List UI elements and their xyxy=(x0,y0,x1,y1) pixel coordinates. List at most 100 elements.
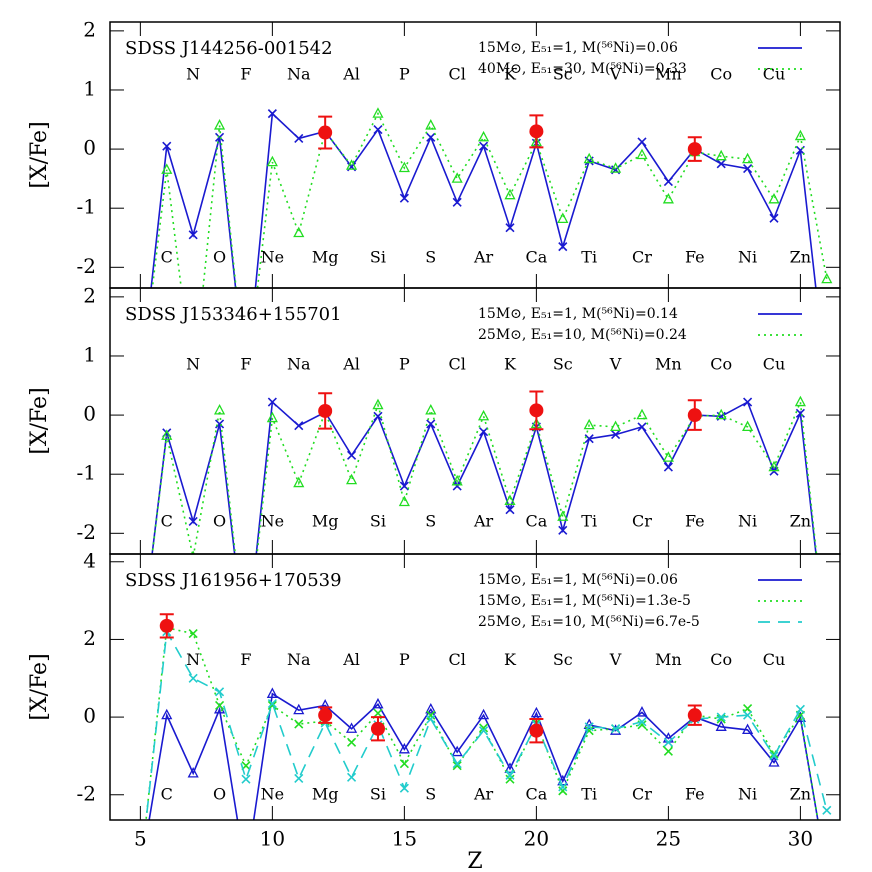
element-label: Mg xyxy=(312,784,339,803)
x-tick-label: 25 xyxy=(656,827,681,851)
panel-title: SDSS J161956+170539 xyxy=(125,570,342,591)
x-tick-label: 5 xyxy=(134,827,147,851)
x-tick-label: 15 xyxy=(392,827,417,851)
element-label: Cr xyxy=(632,247,652,266)
marker xyxy=(345,159,358,170)
element-label: N xyxy=(186,650,200,669)
marker xyxy=(716,159,726,169)
marker xyxy=(136,868,144,872)
marker xyxy=(823,382,831,390)
element-label: Mg xyxy=(312,247,339,266)
marker xyxy=(584,722,594,732)
element-label: Sc xyxy=(553,650,573,669)
element-label: N xyxy=(186,355,200,374)
marker xyxy=(530,706,542,718)
marker xyxy=(768,192,780,204)
element-label: Co xyxy=(710,65,732,84)
marker xyxy=(345,722,358,733)
marker xyxy=(451,745,463,757)
element-label: Cr xyxy=(632,512,652,531)
legend-label: 15M⊙, E₅₁=1, M(⁵⁶Ni)=0.14 xyxy=(478,306,678,322)
marker xyxy=(478,130,490,142)
marker xyxy=(215,419,225,429)
observed-point xyxy=(529,723,544,738)
marker xyxy=(161,163,173,174)
element-label: Cl xyxy=(448,65,465,84)
element-label: Sc xyxy=(553,355,573,374)
marker xyxy=(452,197,462,207)
element-label: Na xyxy=(287,650,311,669)
observed-point xyxy=(687,408,702,423)
marker xyxy=(611,430,621,440)
marker xyxy=(425,119,437,130)
marker xyxy=(742,152,754,164)
element-label: Mg xyxy=(312,512,339,531)
marker xyxy=(425,403,437,415)
marker xyxy=(823,648,831,656)
element-label: V xyxy=(609,355,622,374)
marker xyxy=(187,767,199,778)
marker xyxy=(347,772,357,782)
element-label: F xyxy=(240,650,251,669)
element-label: Si xyxy=(370,784,386,803)
marker xyxy=(345,473,358,485)
marker xyxy=(373,708,383,718)
marker xyxy=(663,746,673,756)
element-label: O xyxy=(213,512,226,531)
marker xyxy=(715,720,727,731)
marker xyxy=(822,867,831,872)
y-tick-label: -2 xyxy=(77,520,96,544)
marker xyxy=(426,714,436,724)
y-tick-label: 0 xyxy=(83,704,96,728)
plot-area xyxy=(136,107,833,390)
legend-label: 40M⊙, E₅₁=30, M(⁵⁶Ni)=0.33 xyxy=(478,61,687,77)
marker xyxy=(241,867,250,872)
element-label: O xyxy=(213,784,226,803)
marker xyxy=(557,510,569,521)
series-line xyxy=(145,629,828,820)
marker xyxy=(794,395,806,407)
marker xyxy=(823,868,831,872)
marker xyxy=(188,673,198,683)
marker xyxy=(743,703,753,714)
marker xyxy=(162,141,172,151)
y-tick-label: 1 xyxy=(83,76,96,100)
marker xyxy=(293,476,305,488)
element-label: K xyxy=(504,65,517,84)
legend-label: 15M⊙, E₅₁=1, M(⁵⁶Ni)=1.3e-5 xyxy=(478,593,691,609)
marker xyxy=(451,172,463,183)
series-line xyxy=(148,692,819,820)
marker xyxy=(558,782,568,792)
marker xyxy=(636,148,648,160)
element-label: Al xyxy=(342,650,360,669)
marker xyxy=(479,141,489,151)
y-axis-label: [X/Fe] xyxy=(27,653,52,720)
marker xyxy=(213,403,226,415)
element-label: P xyxy=(399,650,410,669)
element-label: Ti xyxy=(581,512,597,531)
element-label: C xyxy=(161,512,173,531)
element-label: Fe xyxy=(685,247,705,266)
marker xyxy=(136,647,145,656)
legend-label: 25M⊙, E₅₁=10, M(⁵⁶Ni)=6.7e-5 xyxy=(478,614,700,630)
element-label: Ti xyxy=(581,247,597,266)
marker xyxy=(637,717,647,727)
y-axis-label: [X/Fe] xyxy=(27,387,52,454)
element-label: Na xyxy=(287,355,311,374)
marker xyxy=(768,756,780,767)
marker xyxy=(136,382,144,390)
element-label: Al xyxy=(342,65,360,84)
element-label: Fe xyxy=(685,512,705,531)
marker xyxy=(504,762,516,773)
element-label: Cu xyxy=(763,65,786,84)
marker xyxy=(294,719,304,729)
element-label: Ni xyxy=(738,512,757,531)
marker xyxy=(161,708,173,720)
element-label: Ar xyxy=(473,784,494,803)
marker xyxy=(188,629,198,639)
marker xyxy=(188,230,198,240)
element-label: S xyxy=(425,247,436,266)
marker xyxy=(426,132,436,142)
marker xyxy=(398,742,410,754)
